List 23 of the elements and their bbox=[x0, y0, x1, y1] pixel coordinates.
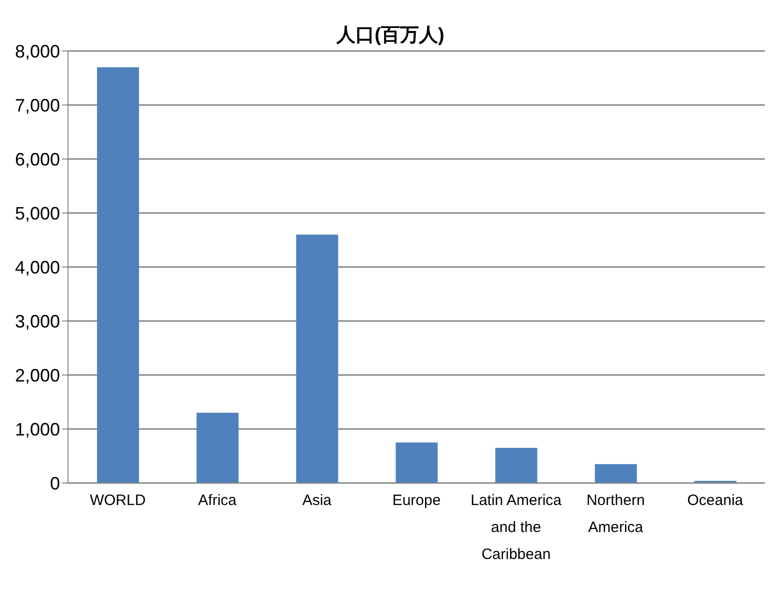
y-tick-label: 3,000 bbox=[14, 311, 60, 332]
bar bbox=[396, 442, 438, 483]
x-tick-label: Asia bbox=[302, 492, 332, 509]
x-tick-label: Latin America and the Caribbean bbox=[470, 492, 562, 563]
bar bbox=[594, 464, 637, 483]
y-tick-label: 6,000 bbox=[14, 149, 60, 170]
y-tick-label: 5,000 bbox=[14, 203, 60, 224]
bar bbox=[196, 412, 239, 483]
chart-title: 人口(百万人) bbox=[336, 25, 444, 46]
y-tick-label: 7,000 bbox=[14, 95, 60, 116]
x-tick-label: Europe bbox=[392, 492, 441, 509]
x-tick-label: Northern America bbox=[586, 492, 645, 536]
x-tick-label: Oceania bbox=[687, 492, 744, 509]
y-tick-label: 8,000 bbox=[14, 41, 60, 62]
y-tick-label: 4,000 bbox=[14, 257, 60, 278]
y-tick-label: 1,000 bbox=[14, 419, 60, 440]
y-tick-label: 2,000 bbox=[14, 365, 60, 386]
bar bbox=[97, 67, 139, 483]
bar bbox=[495, 448, 538, 483]
bar bbox=[296, 234, 338, 483]
y-tick-label: 0 bbox=[50, 473, 60, 494]
x-tick-label: Africa bbox=[198, 492, 238, 509]
x-tick-label: WORLD bbox=[90, 492, 146, 509]
